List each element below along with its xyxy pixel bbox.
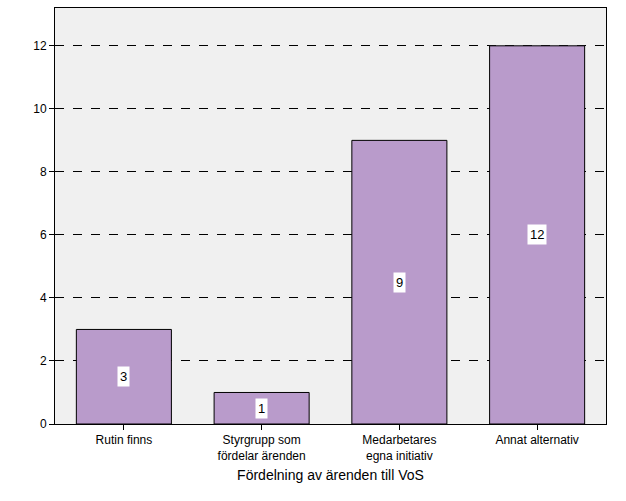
svg-text:Rutin finns: Rutin finns (96, 433, 153, 447)
svg-text:0: 0 (40, 417, 47, 431)
svg-text:2: 2 (40, 354, 47, 368)
svg-text:8: 8 (40, 165, 47, 179)
svg-text:Styrgrupp somfördelar ärenden: Styrgrupp somfördelar ärenden (218, 433, 306, 463)
svg-text:4: 4 (40, 291, 47, 305)
svg-text:12: 12 (530, 227, 544, 242)
svg-text:Fördelning av ärenden till VoS: Fördelning av ärenden till VoS (237, 467, 424, 483)
svg-text:3: 3 (120, 369, 127, 384)
svg-text:9: 9 (396, 275, 403, 290)
svg-text:Medarbetaresegna initiativ: Medarbetaresegna initiativ (362, 433, 436, 463)
svg-text:6: 6 (40, 228, 47, 242)
svg-text:12: 12 (33, 39, 47, 53)
svg-text:10: 10 (33, 102, 47, 116)
svg-text:Annat alternativ: Annat alternativ (495, 433, 578, 447)
svg-text:1: 1 (258, 401, 265, 416)
